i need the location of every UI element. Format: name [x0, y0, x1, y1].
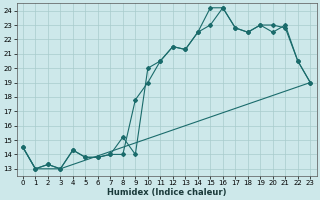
X-axis label: Humidex (Indice chaleur): Humidex (Indice chaleur)	[107, 188, 226, 197]
